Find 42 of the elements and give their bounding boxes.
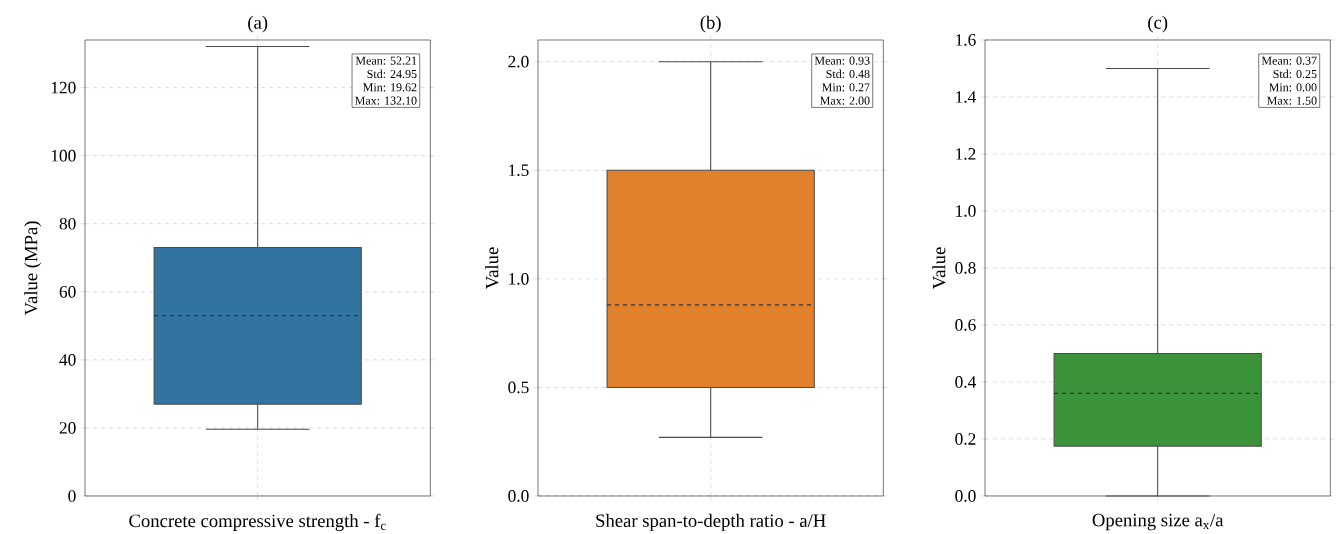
y-tick-label: 1.6 (956, 34, 976, 46)
chart-title: (a) (248, 15, 268, 33)
chart-title: (c) (1148, 15, 1168, 33)
y-tick-label: 0.0 (508, 490, 529, 502)
y-tick-label: 120 (51, 81, 76, 94)
y-axis-title: Value (MPa) (24, 221, 42, 316)
y-tick-label: 1.5 (509, 164, 529, 177)
annotation: Min: 19.62 (363, 83, 417, 92)
y-tick-label: 1.4 (956, 91, 977, 103)
y-tick-label: 100 (51, 149, 76, 162)
y-tick-label: 1.0 (956, 205, 976, 217)
annotation: Max: 1.50 (1267, 96, 1317, 105)
y-tick-label: 1.0 (509, 272, 529, 285)
annotation: Mean: 0.37 (1261, 56, 1317, 65)
y-tick-label: 60 (59, 285, 76, 298)
y-tick-label: 0.8 (955, 262, 976, 274)
annotation: Std: 0.25 (1273, 69, 1317, 79)
annotation: Std: 24.95 (367, 69, 417, 79)
annotation: Mean: 0.93 (814, 56, 870, 65)
annotation: Max: 132.10 (355, 96, 417, 105)
y-axis-title: Value (932, 247, 946, 290)
y-tick-label: 2.0 (508, 55, 529, 68)
annotation: Min: 0.27 (822, 83, 870, 92)
y-tick-label: 0.6 (955, 319, 976, 331)
y-tick-label: 0.5 (508, 381, 529, 394)
y-tick-label: 20 (59, 422, 76, 434)
y-tick-label: 40 (59, 354, 76, 366)
annotation: Max: 2.00 (820, 96, 870, 105)
y-tick-label: 0 (68, 490, 76, 502)
y-tick-label: 0.0 (955, 490, 976, 502)
y-axis-title: Value (485, 247, 499, 290)
y-tick-label: 1.2 (956, 148, 976, 160)
annotation: Std: 0.48 (826, 69, 870, 79)
x-axis-title: Concrete compressive strength - f$_{c}$ (129, 513, 386, 532)
y-tick-label: 0.2 (955, 433, 976, 445)
chart-title: (b) (700, 15, 721, 33)
x-axis-title: Opening size a$_{x}$/a (1092, 513, 1224, 531)
x-axis-title: Shear span-to-depth ratio - a/H (596, 513, 826, 531)
y-tick-label: 0.4 (955, 376, 977, 388)
annotation: Min: 0.00 (1269, 83, 1317, 92)
annotation: Mean: 52.21 (355, 56, 417, 65)
y-tick-label: 80 (59, 217, 76, 230)
